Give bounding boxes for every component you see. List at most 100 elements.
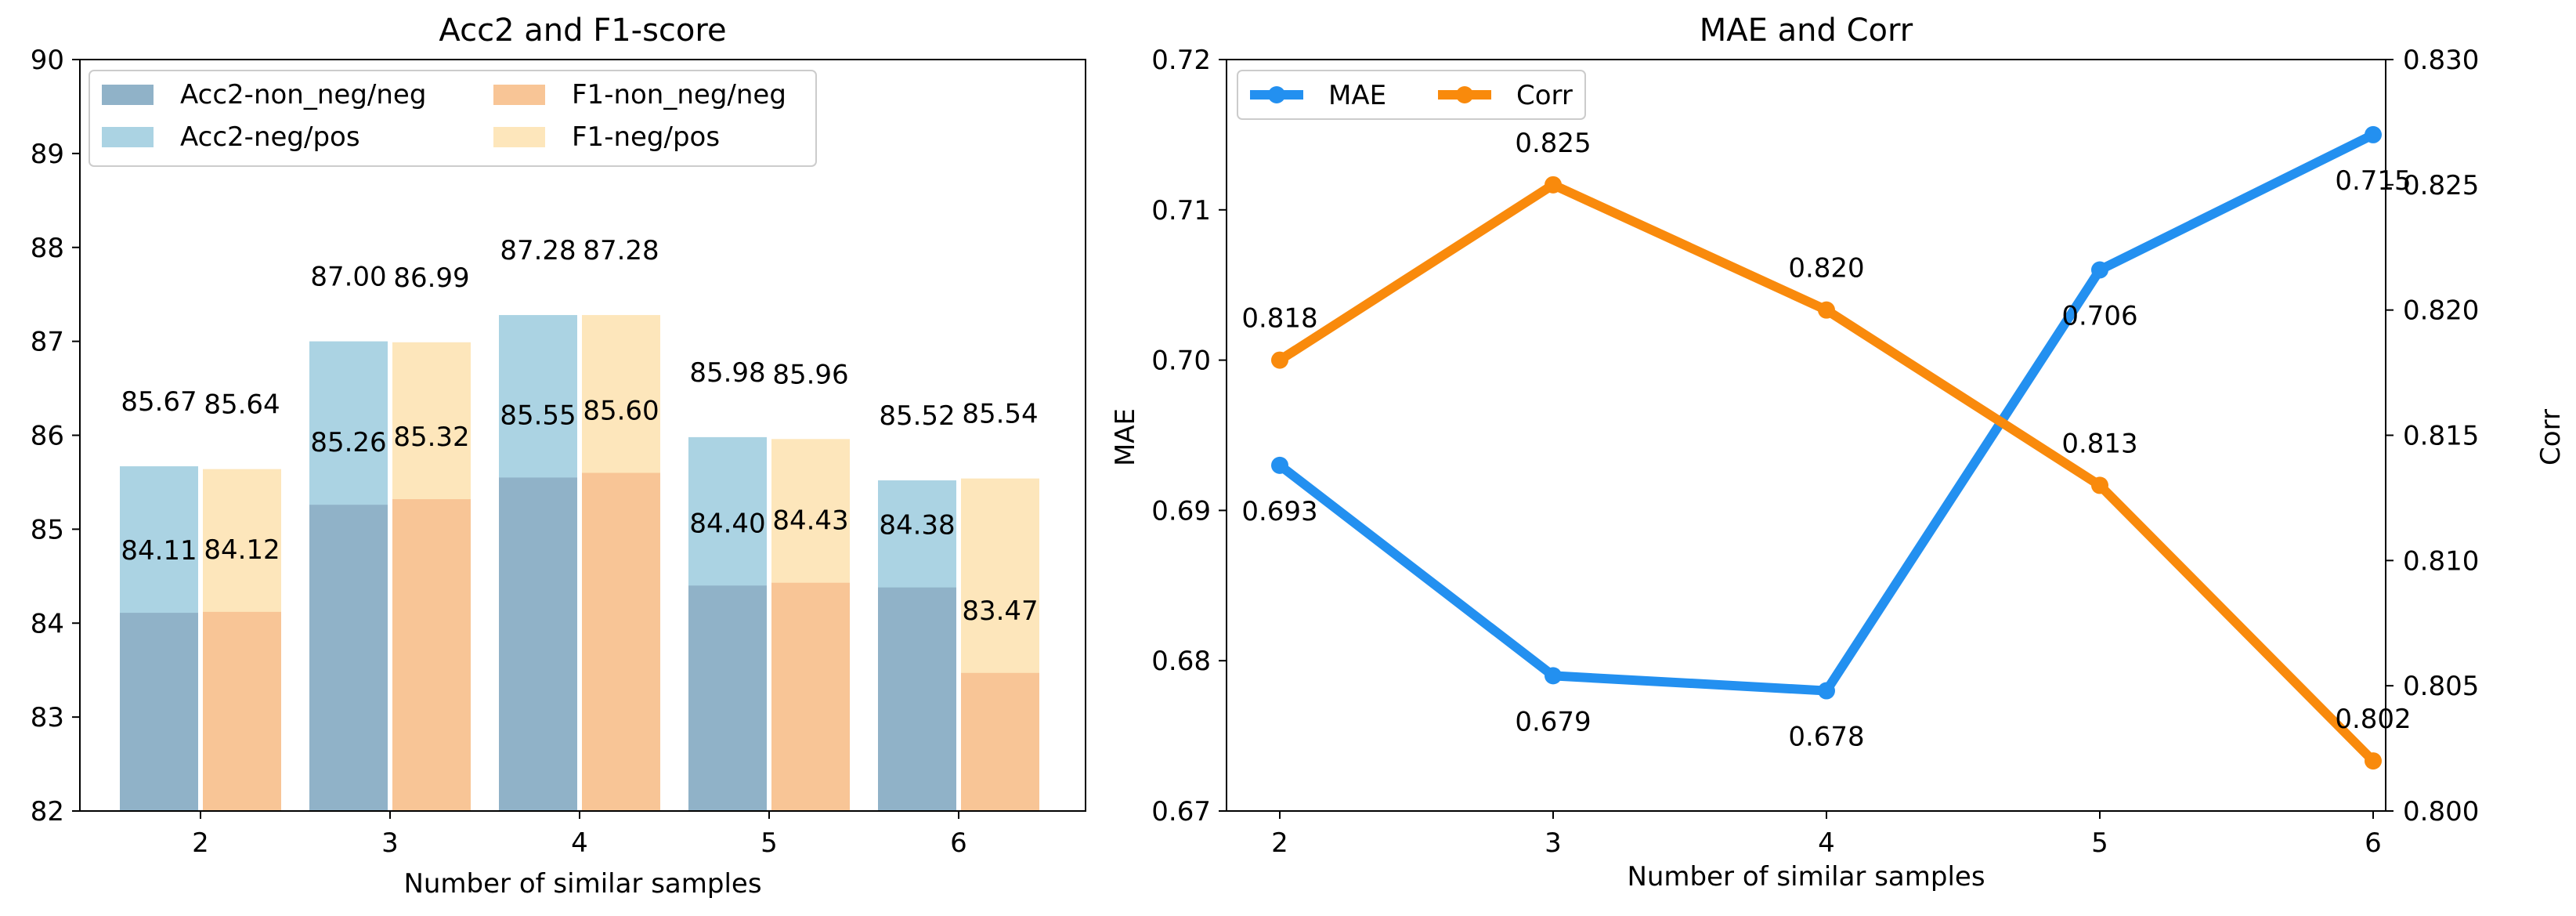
acc2-negpos-data-label: 87.28 xyxy=(500,235,576,266)
acc2-f1-chart: 85.67 84.11 85.64 84.12 2 87.00 85.26 86.99 85.3… xyxy=(31,13,1086,900)
y-left-tick-label: 0.67 xyxy=(1151,796,1211,827)
chart-title: MAE and Corr xyxy=(1700,13,1913,49)
corr-data-label: 0.813 xyxy=(2061,428,2137,459)
legend-marker xyxy=(1456,86,1473,103)
y-left-tick-label: 0.72 xyxy=(1151,45,1211,76)
corr-point xyxy=(1271,351,1288,369)
y-tick-label: 84 xyxy=(31,608,64,639)
acc2-nonneg-bar xyxy=(309,505,388,811)
y-right-tick-label: 0.800 xyxy=(2403,796,2479,827)
legend: MAE Corr xyxy=(1237,70,1586,120)
acc2-nonneg-data-label: 84.11 xyxy=(121,535,197,567)
corr-data-label: 0.802 xyxy=(2335,704,2411,735)
corr-data-label: 0.820 xyxy=(1788,253,1864,284)
mae-data-label: 0.679 xyxy=(1515,706,1591,737)
acc2-negpos-data-label: 87.00 xyxy=(310,262,386,293)
corr-point xyxy=(2091,476,2108,494)
f1-negpos-data-label: 85.54 xyxy=(962,399,1038,430)
legend-swatch xyxy=(102,85,154,105)
y-tick-label: 85 xyxy=(31,514,64,545)
corr-point xyxy=(1818,301,1835,319)
f1-nonneg-data-label: 85.60 xyxy=(583,395,659,426)
y-right-tick-label: 0.810 xyxy=(2403,545,2479,577)
y-tick-label: 86 xyxy=(31,421,64,452)
x-tick-label: 5 xyxy=(761,827,778,859)
corr-point xyxy=(2365,752,2382,770)
f1-negpos-data-label: 87.28 xyxy=(583,235,659,266)
chart-title: Acc2 and F1-score xyxy=(439,13,726,49)
x-tick-label: 6 xyxy=(950,827,967,859)
plot-frame xyxy=(1226,59,2386,812)
y-left-axis-label: MAE xyxy=(1110,408,1141,466)
legend-swatch xyxy=(102,127,154,147)
y-tick-label: 90 xyxy=(31,45,64,76)
legend-swatch xyxy=(493,85,545,105)
acc2-negpos-data-label: 85.67 xyxy=(121,386,197,418)
mae-data-label: 0.706 xyxy=(2061,301,2137,332)
f1-negpos-data-label: 85.96 xyxy=(772,359,848,390)
f1-nonneg-bar xyxy=(582,472,660,811)
mae-data-label: 0.715 xyxy=(2335,165,2411,197)
x-tick-label: 3 xyxy=(1545,827,1562,859)
mae-point xyxy=(2091,261,2108,279)
x-tick-label: 4 xyxy=(1818,827,1835,859)
f1-negpos-data-label: 86.99 xyxy=(393,262,469,294)
corr-data-label: 0.825 xyxy=(1515,128,1591,159)
mae-line xyxy=(1277,130,2375,696)
corr-point xyxy=(1545,176,1562,194)
y-tick-label: 83 xyxy=(31,702,64,733)
f1-nonneg-data-label: 84.12 xyxy=(204,534,280,566)
y-right-tick-label: 0.805 xyxy=(2403,671,2479,702)
x-tick-label: 2 xyxy=(192,827,209,859)
x-tick-label: 2 xyxy=(1271,827,1288,859)
acc2-negpos-data-label: 85.98 xyxy=(689,357,765,389)
acc2-nonneg-data-label: 84.40 xyxy=(689,508,765,539)
acc2-nonneg-bar xyxy=(120,613,198,811)
legend-label: Acc2-non_neg/neg xyxy=(180,79,426,110)
y-tick-label: 87 xyxy=(31,327,64,358)
x-tick-label: 6 xyxy=(2365,827,2382,859)
f1-nonneg-bar xyxy=(392,499,471,811)
mae-point xyxy=(1271,456,1288,474)
x-tick-label: 3 xyxy=(381,827,399,859)
y-left-tick-label: 0.69 xyxy=(1151,495,1211,527)
f1-nonneg-bar xyxy=(771,582,850,811)
y-tick-label: 89 xyxy=(31,139,64,170)
mae-point xyxy=(1545,667,1562,685)
acc2-nonneg-bar xyxy=(499,477,577,811)
x-axis-label: Number of similar samples xyxy=(403,868,761,900)
acc2-nonneg-data-label: 85.55 xyxy=(500,400,576,431)
legend-label: F1-non_neg/neg xyxy=(572,79,786,110)
acc2-nonneg-bar xyxy=(688,585,767,811)
y-right-axis-label: Corr xyxy=(2535,409,2567,465)
y-right-tick-label: 0.825 xyxy=(2403,170,2479,201)
f1-negpos-data-label: 85.64 xyxy=(204,389,280,421)
legend-label: Acc2-neg/pos xyxy=(180,121,360,153)
legend-label: MAE xyxy=(1328,80,1386,111)
mae-data-label: 0.678 xyxy=(1788,722,1864,753)
mae-point xyxy=(1818,682,1835,700)
legend: Acc2-non_neg/neg Acc2-neg/pos F1-non_neg/n… xyxy=(89,70,817,167)
acc2-nonneg-data-label: 85.26 xyxy=(310,427,386,458)
legend-swatch xyxy=(493,127,545,147)
f1-nonneg-bar xyxy=(203,611,281,811)
corr-data-label: 0.818 xyxy=(1241,303,1317,335)
f1-nonneg-data-label: 83.47 xyxy=(962,596,1038,627)
legend-marker xyxy=(1268,86,1285,103)
acc2-nonneg-bar xyxy=(878,587,956,811)
legend-box xyxy=(1237,70,1586,120)
f1-nonneg-bar xyxy=(961,672,1039,811)
y-right-tick-label: 0.820 xyxy=(2403,295,2479,327)
f1-nonneg-data-label: 85.32 xyxy=(393,422,469,453)
y-right-tick-label: 0.830 xyxy=(2403,45,2479,76)
legend-label: Corr xyxy=(1516,80,1573,111)
legend-box xyxy=(89,70,817,167)
y-left-tick-label: 0.68 xyxy=(1151,646,1211,677)
legend-label: F1-neg/pos xyxy=(572,121,720,153)
plot-frame xyxy=(79,59,1086,812)
y-tick-label: 82 xyxy=(31,796,64,827)
f1-nonneg-data-label: 84.43 xyxy=(772,505,848,537)
x-tick-label: 5 xyxy=(2091,827,2108,859)
y-tick-label: 88 xyxy=(31,233,64,264)
